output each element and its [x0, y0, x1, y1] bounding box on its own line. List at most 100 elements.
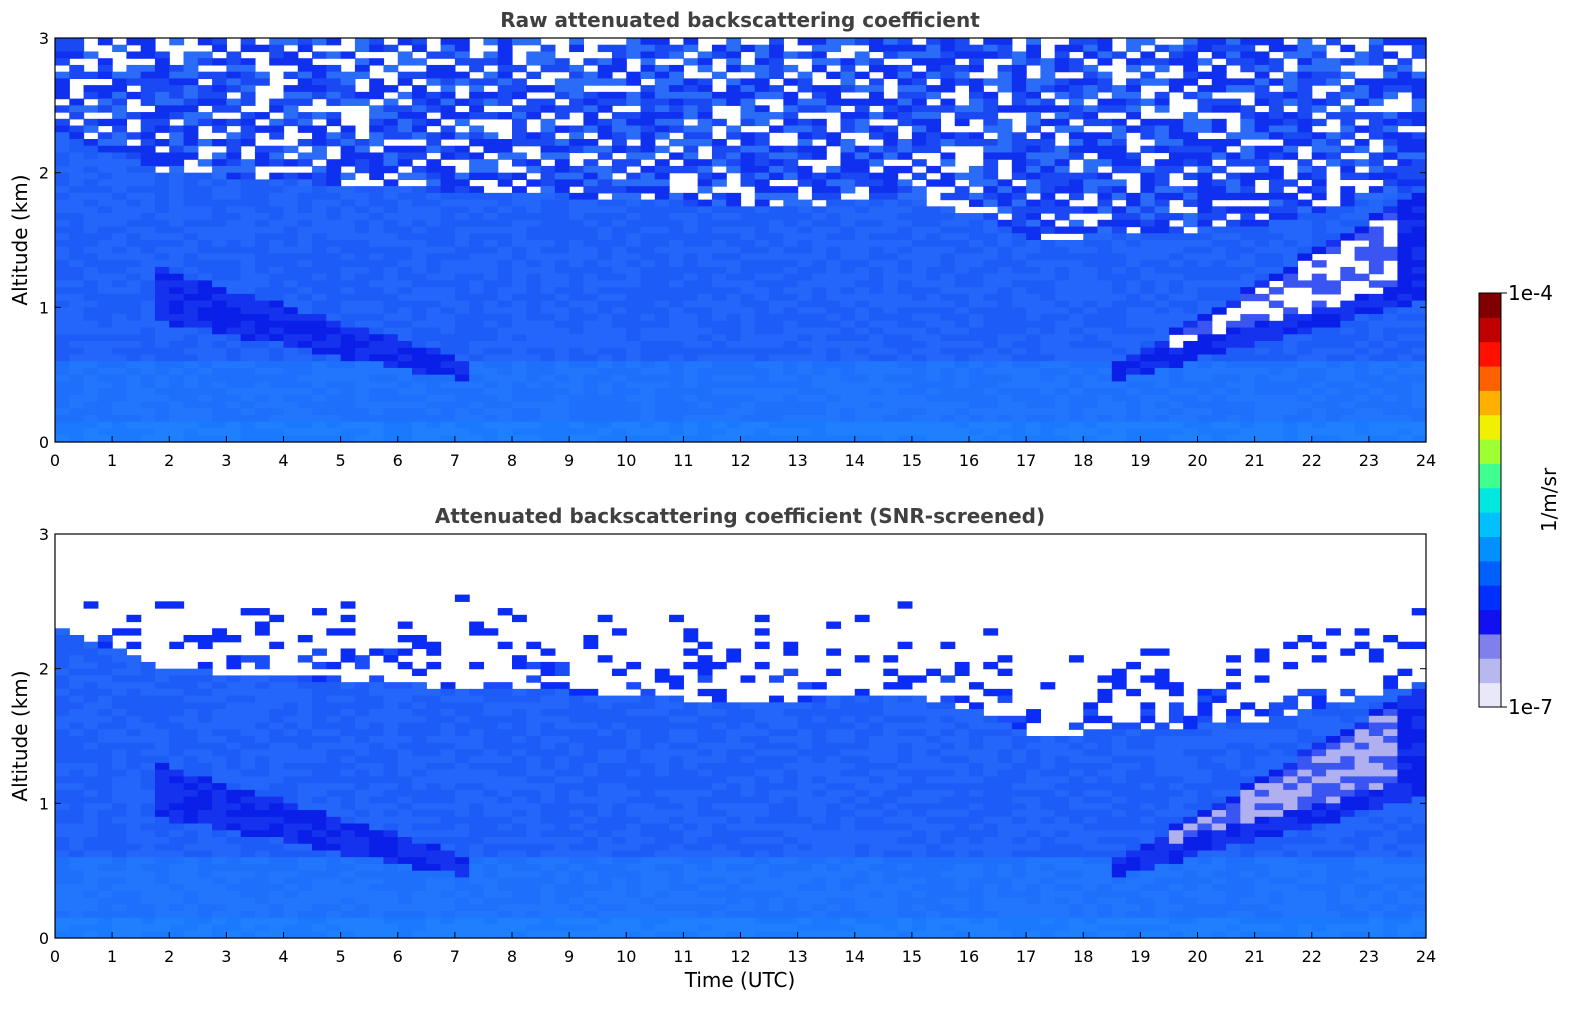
heatmap-cell	[926, 374, 942, 382]
heatmap-cell	[283, 307, 299, 315]
heatmap-cell	[1040, 300, 1056, 308]
heatmap-cell	[1068, 139, 1084, 147]
heatmap-cell	[1397, 300, 1413, 308]
heatmap-cell	[354, 240, 370, 248]
heatmap-cell	[740, 401, 756, 409]
heatmap-cell	[1240, 78, 1256, 86]
heatmap-cell	[512, 64, 527, 73]
heatmap-cell	[1140, 260, 1156, 268]
heatmap-cell	[226, 206, 242, 214]
heatmap-cell	[1011, 280, 1027, 288]
heatmap-cell	[911, 85, 927, 93]
heatmap-cell	[483, 112, 499, 120]
heatmap-cell	[640, 85, 656, 93]
heatmap-cell	[369, 327, 385, 335]
heatmap-cell	[1083, 38, 1099, 46]
heatmap-cell	[297, 260, 313, 268]
heatmap-cell	[969, 64, 984, 73]
heatmap-cell	[1026, 314, 1042, 322]
heatmap-cell	[869, 112, 884, 120]
heatmap-cell	[183, 374, 199, 382]
heatmap-cell	[640, 408, 656, 416]
heatmap-cell	[283, 408, 299, 416]
heatmap-cell	[1197, 253, 1213, 261]
heatmap-cell	[412, 280, 427, 288]
heatmap-cell	[997, 51, 1013, 59]
heatmap-cell	[640, 401, 656, 409]
heatmap-cell	[783, 280, 799, 288]
heatmap-cell	[811, 213, 827, 221]
heatmap-cell	[69, 206, 85, 214]
heatmap-cell	[983, 428, 999, 436]
heatmap-cell	[112, 165, 128, 174]
heatmap-cell	[497, 354, 513, 362]
heatmap-cell	[254, 186, 270, 194]
heatmap-cell	[797, 213, 813, 221]
heatmap-cell	[869, 44, 884, 53]
heatmap-cell	[183, 226, 199, 234]
heatmap-cell	[769, 354, 784, 362]
heatmap-cell	[1240, 287, 1256, 295]
heatmap-cell	[1026, 341, 1042, 349]
heatmap-cell	[97, 246, 113, 255]
heatmap-cell	[426, 226, 442, 234]
heatmap-cell	[911, 58, 927, 66]
heatmap-cell	[397, 287, 413, 295]
heatmap-cell	[1011, 240, 1027, 248]
heatmap-cell	[569, 192, 585, 201]
heatmap-cell	[1197, 213, 1213, 221]
heatmap-cell	[526, 394, 542, 403]
heatmap-cell	[197, 293, 213, 302]
heatmap-cell	[440, 253, 456, 261]
heatmap-cell	[83, 388, 99, 396]
heatmap-cell	[212, 152, 227, 160]
heatmap-cell	[369, 341, 385, 349]
heatmap-cell	[883, 347, 899, 356]
heatmap-cell	[469, 293, 485, 302]
heatmap-cell	[854, 58, 870, 66]
heatmap-cell	[997, 287, 1013, 295]
heatmap-cell	[397, 112, 413, 120]
heatmap-cell	[883, 314, 899, 322]
heatmap-cell	[1368, 125, 1384, 133]
heatmap-cell	[212, 226, 227, 234]
heatmap-cell	[754, 51, 770, 59]
heatmap-cell	[911, 78, 927, 86]
heatmap-cell	[212, 71, 227, 79]
heatmap-cell	[583, 354, 599, 362]
heatmap-cell	[811, 300, 827, 308]
heatmap-cell	[283, 206, 299, 214]
heatmap-cell	[1240, 58, 1256, 66]
heatmap-cell	[940, 132, 956, 140]
heatmap-cell	[983, 172, 999, 180]
heatmap-cell	[769, 408, 784, 416]
heatmap-cell	[1154, 334, 1170, 342]
heatmap-cell	[854, 152, 870, 160]
heatmap-cell	[140, 78, 156, 86]
heatmap-cell	[483, 219, 499, 228]
heatmap-cell	[1083, 273, 1099, 281]
heatmap-cell	[811, 394, 827, 403]
heatmap-cell	[1083, 415, 1099, 423]
heatmap-cell	[997, 38, 1013, 46]
heatmap-cell	[1383, 152, 1399, 160]
heatmap-cell	[126, 260, 142, 268]
heatmap-cell	[883, 132, 899, 140]
heatmap-cell	[312, 179, 327, 187]
heatmap-cell	[55, 85, 70, 93]
heatmap-cell	[711, 374, 727, 382]
heatmap-cell	[740, 273, 756, 281]
heatmap-cell	[212, 118, 227, 127]
heatmap-cell	[426, 354, 442, 362]
heatmap-cell	[626, 145, 642, 154]
heatmap-cell	[1183, 287, 1199, 295]
heatmap-cell	[240, 132, 256, 140]
heatmap-cell	[312, 334, 327, 342]
heatmap-cell	[183, 179, 199, 187]
heatmap-cell	[1068, 287, 1084, 295]
heatmap-cell	[769, 192, 784, 201]
heatmap-cell	[440, 408, 456, 416]
heatmap-cell	[740, 159, 756, 167]
heatmap-cell	[597, 132, 613, 140]
heatmap-cell	[183, 125, 199, 133]
